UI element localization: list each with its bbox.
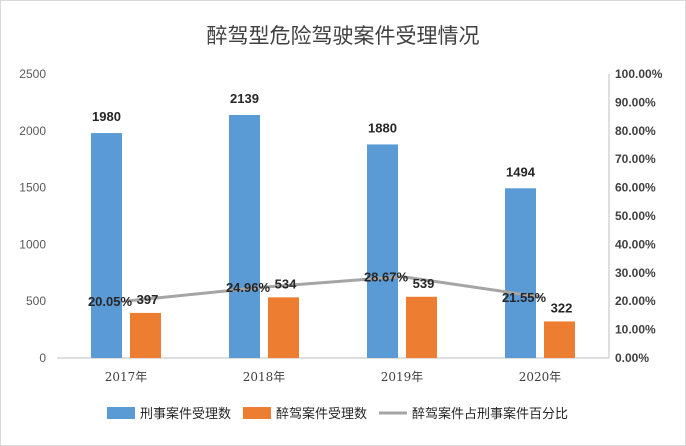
left-tick-label: 500: [26, 294, 46, 308]
category-label: 2019年: [381, 370, 424, 384]
right-tick-label: 90.00%: [615, 95, 656, 109]
line-point: [538, 295, 542, 299]
left-axis: 0 500 1000 1500 2000 2500: [19, 67, 46, 365]
bar-data-label: 2139: [230, 91, 259, 106]
bar-1-1: [91, 133, 122, 358]
bar-data-label: 534: [275, 276, 297, 291]
bar-1-4: [505, 188, 536, 358]
bar-data-label: 1494: [506, 164, 536, 179]
right-tick-label: 20.00%: [615, 294, 656, 308]
bar-2-2: [268, 297, 299, 358]
right-tick-label: 40.00%: [615, 237, 656, 251]
left-tick-label: 1000: [19, 237, 46, 251]
line-series: [124, 275, 542, 303]
line-data-label: 20.05%: [88, 294, 133, 309]
bar-data-label: 539: [413, 276, 435, 291]
legend-label: 醉驾案件受理数: [276, 406, 367, 422]
bar-data-label: 1880: [368, 120, 397, 135]
right-tick-label: 50.00%: [615, 209, 656, 223]
bar-1-2: [229, 115, 260, 358]
right-axis: 0.00% 10.00% 20.00% 30.00% 40.00% 50.00% 60.00…: [608, 67, 663, 365]
right-tick-label: 60.00%: [615, 181, 656, 195]
legend-swatch: [107, 407, 135, 419]
category-label: 2020年: [519, 370, 562, 384]
category-axis: 2017年 2018年 2019年 2020年: [57, 357, 609, 384]
line-data-label: 24.96%: [226, 280, 271, 295]
right-tick-label: 10.00%: [615, 323, 656, 337]
bar-1-3: [367, 144, 398, 358]
bar-2-3: [406, 296, 437, 358]
category-label: 2018年: [243, 370, 286, 384]
left-tick-label: 2500: [19, 67, 46, 81]
legend-label: 醉驾案件占刑事案件百分比: [412, 406, 568, 422]
line-series-path: [125, 275, 541, 303]
left-tick-label: 0: [39, 351, 46, 365]
line-data-label: 28.67%: [364, 270, 409, 285]
legend: 刑事案件受理数 醉驾案件受理数 醉驾案件占刑事案件百分比: [107, 406, 568, 422]
bar-data-label: 397: [137, 292, 159, 307]
bar-series: [91, 115, 575, 358]
bar-2-1: [130, 312, 161, 358]
line-point: [400, 275, 404, 279]
right-tick-label: 30.00%: [615, 266, 656, 280]
bar-2-4: [544, 321, 575, 358]
data-labels: 1980 2139 1880 1494 397 534 539 322 20.05% 24.96%…: [88, 91, 572, 315]
line-point: [124, 299, 128, 303]
line-data-label: 21.55%: [502, 290, 547, 305]
right-tick-label: 0.00%: [615, 351, 649, 365]
legend-swatch: [243, 407, 271, 419]
left-tick-label: 1500: [19, 181, 46, 195]
right-tick-label: 80.00%: [615, 124, 656, 138]
chart-title: 醉驾型危险驾驶案件受理情况: [207, 24, 480, 48]
bar-data-label: 1980: [92, 109, 121, 124]
left-tick-label: 2000: [19, 124, 46, 138]
right-tick-label: 70.00%: [615, 152, 656, 166]
category-label: 2017年: [105, 370, 148, 384]
bar-data-label: 322: [551, 300, 573, 315]
legend-label: 刑事案件受理数: [140, 407, 231, 422]
line-point: [262, 285, 266, 289]
right-tick-label: 100.00%: [615, 67, 663, 81]
